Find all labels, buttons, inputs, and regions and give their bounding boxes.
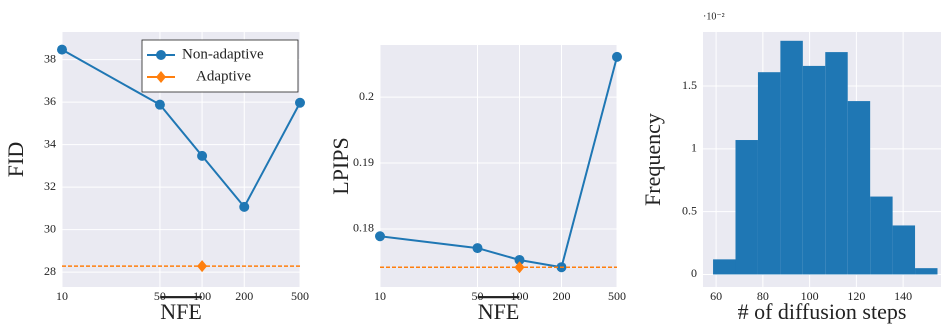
legend-marker (156, 50, 166, 60)
y-multiplier: ·10⁻² (703, 11, 725, 22)
x-tick-label: 100 (510, 289, 528, 303)
bar (870, 196, 893, 275)
legend-box (141, 39, 299, 93)
marker (514, 254, 525, 265)
x-tick-label: 200 (552, 289, 570, 303)
x-tick-label: 10 (374, 289, 386, 303)
y-tick-label: 0 (691, 266, 697, 280)
y-tick-label: 30 (44, 221, 56, 235)
x-axis-label: NFE (478, 299, 520, 324)
bar (892, 225, 916, 275)
x-tick-label: 80 (757, 289, 769, 303)
y-tick-label: 28 (44, 264, 56, 278)
y-tick-label: 32 (44, 179, 56, 193)
marker (295, 97, 305, 108)
y-tick-label: 0.5 (682, 203, 697, 217)
plot-background (380, 45, 617, 287)
x-tick-label: 100 (801, 289, 819, 303)
bar (713, 259, 736, 275)
y-axis-label: LPIPS (328, 137, 353, 194)
x-tick-label: 60 (710, 289, 722, 303)
x-tick-label: 10 (56, 289, 68, 303)
marker (239, 201, 250, 212)
x-tick-label: 140 (894, 289, 912, 303)
y-tick-label: 0.19 (353, 155, 374, 169)
marker (514, 261, 525, 274)
y-tick-label: 1 (691, 141, 697, 155)
bar (847, 101, 871, 275)
y-tick-label: 0.2 (359, 89, 374, 103)
marker (197, 150, 208, 161)
x-tick-label: 50 (154, 289, 166, 303)
y-tick-label: 36 (44, 94, 56, 108)
x-tick-label: 120 (847, 289, 865, 303)
marker (375, 231, 385, 242)
legend-label: Adaptive (196, 68, 251, 84)
y-tick-label: 38 (44, 51, 56, 65)
bar (757, 72, 781, 275)
y-tick-label: 34 (44, 136, 56, 150)
y-tick-label: 0.18 (353, 221, 374, 235)
y-axis-label: FID (3, 142, 28, 177)
marker (197, 260, 208, 273)
marker (154, 99, 165, 110)
marker (57, 44, 67, 55)
x-tick-label: 500 (608, 289, 626, 303)
y-tick-label: 1.5 (682, 78, 697, 92)
bar (802, 65, 826, 275)
x-axis-label: # of diffusion steps (738, 299, 907, 324)
bar (780, 40, 803, 275)
x-tick-label: 500 (291, 289, 309, 303)
legend-marker (156, 71, 166, 83)
legend-label: Non-adaptive (182, 46, 264, 62)
bar (735, 140, 758, 275)
x-axis-label: NFE (160, 299, 202, 324)
marker (472, 243, 483, 254)
y-axis-label: Frequency (640, 113, 665, 206)
bar (825, 52, 848, 275)
x-tick-label: 100 (193, 289, 211, 303)
x-tick-label: 200 (235, 289, 253, 303)
legend: Non-adaptive Adaptive (141, 39, 299, 93)
bar (915, 268, 938, 275)
x-tick-label: 50 (472, 289, 484, 303)
marker (612, 51, 622, 62)
